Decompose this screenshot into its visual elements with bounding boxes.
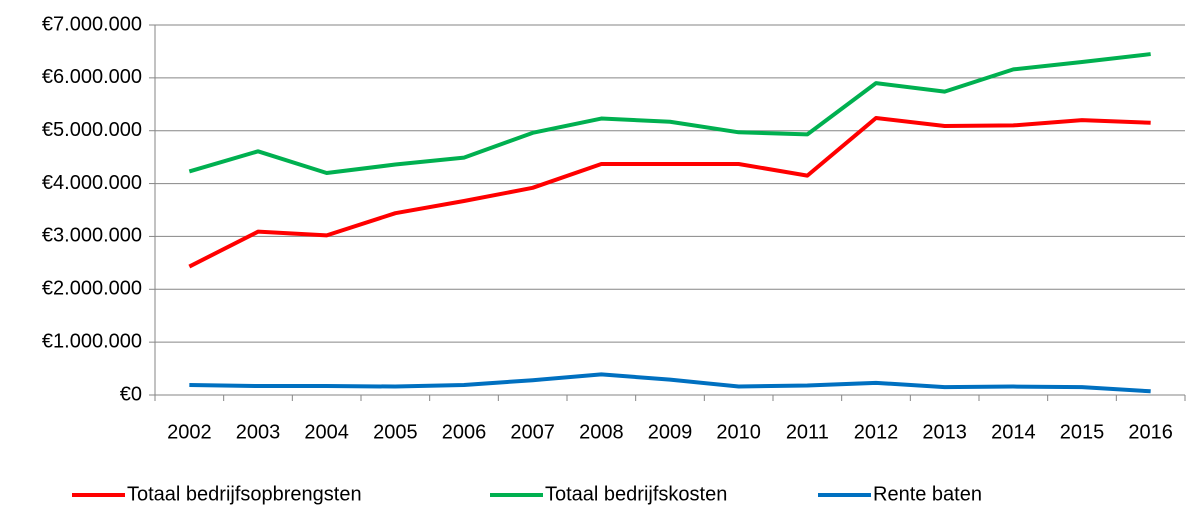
x-tick-label: 2011 (786, 421, 829, 443)
y-tick-label: €3.000.000 (42, 225, 142, 247)
y-tick-label: €4.000.000 (42, 172, 142, 194)
x-tick-label: 2015 (1060, 421, 1105, 443)
y-tick-label: €5.000.000 (42, 119, 142, 141)
legend-label: Rente baten (873, 483, 982, 505)
x-tick-label: 2013 (922, 421, 967, 443)
series-line (188, 116, 1151, 269)
series-line (189, 372, 1151, 394)
x-tick-label: 2006 (442, 421, 487, 443)
y-tick-label: €1.000.000 (42, 330, 142, 352)
x-tick-label: 2016 (1128, 421, 1173, 443)
x-tick-label: 2014 (991, 421, 1036, 443)
x-tick-label: 2002 (167, 421, 212, 443)
x-tick-label: 2004 (304, 421, 349, 443)
x-tick-label: 2007 (510, 421, 555, 443)
x-tick-label: 2003 (236, 421, 281, 443)
series-line (188, 52, 1151, 175)
y-tick-label: €2.000.000 (42, 278, 142, 300)
x-tick-label: 2008 (579, 421, 624, 443)
legend-label: Totaal bedrijfsopbrengsten (127, 483, 362, 505)
x-tick-label: 2012 (854, 421, 899, 443)
x-tick-label: 2010 (716, 421, 761, 443)
x-tick-label: 2009 (648, 421, 693, 443)
y-tick-label: €7.000.000 (42, 13, 142, 35)
y-tick-label: €6.000.000 (42, 66, 142, 88)
y-tick-label: €0 (120, 383, 142, 405)
x-tick-label: 2005 (373, 421, 418, 443)
legend-label: Totaal bedrijfskosten (545, 483, 727, 505)
